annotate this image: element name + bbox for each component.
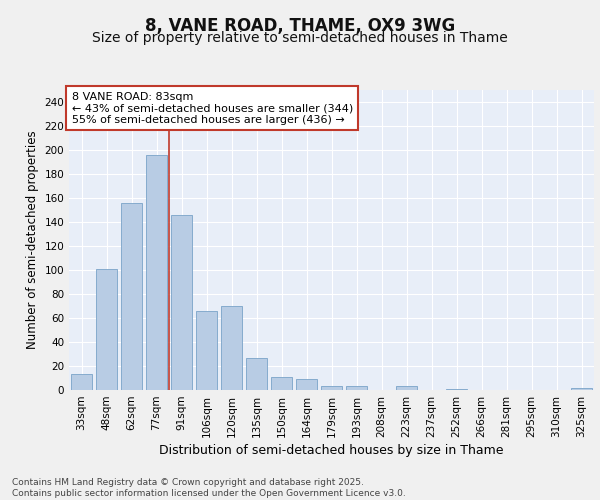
Text: Contains HM Land Registry data © Crown copyright and database right 2025.
Contai: Contains HM Land Registry data © Crown c… [12,478,406,498]
X-axis label: Distribution of semi-detached houses by size in Thame: Distribution of semi-detached houses by … [159,444,504,457]
Text: 8, VANE ROAD, THAME, OX9 3WG: 8, VANE ROAD, THAME, OX9 3WG [145,18,455,36]
Bar [96,269,117,390]
Bar [246,358,267,390]
Text: 8 VANE ROAD: 83sqm
← 43% of semi-detached houses are smaller (344)
55% of semi-d: 8 VANE ROAD: 83sqm ← 43% of semi-detache… [71,92,353,124]
Bar [346,386,367,390]
Bar [146,155,167,390]
Bar [271,377,292,390]
Bar [321,386,342,390]
Bar [171,215,192,390]
Bar [396,386,417,390]
Bar [571,388,592,390]
Bar [296,379,317,390]
Y-axis label: Number of semi-detached properties: Number of semi-detached properties [26,130,39,350]
Bar [71,374,92,390]
Bar [446,389,467,390]
Bar [221,306,242,390]
Text: Size of property relative to semi-detached houses in Thame: Size of property relative to semi-detach… [92,31,508,45]
Bar [121,203,142,390]
Bar [196,311,217,390]
